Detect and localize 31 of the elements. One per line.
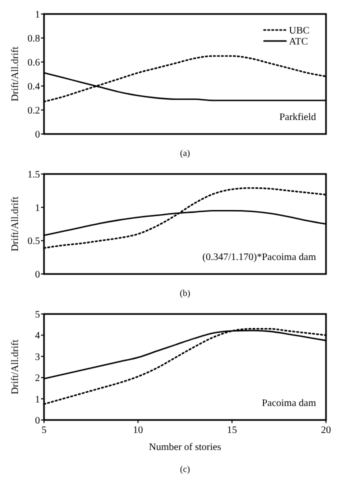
x-axis-title: Number of stories [148,442,222,453]
annotation: Parkfield [279,112,316,123]
y-tick-label: 0.2 [28,106,40,116]
y-tick-label: 4 [35,330,40,342]
y-tick-label: 0.6 [28,58,40,68]
y-tick-label: 2 [35,373,40,384]
y-axis-title: Drift/All.drift [10,46,21,102]
y-tick-label: 0 [35,416,40,426]
text: (a) [180,148,190,158]
y-axis-title: Drift/All.drift [10,196,21,252]
x-tick-label: 10 [133,425,143,436]
legend-label: ATC [289,36,308,48]
text: (b) [180,288,190,298]
x-tick-label: 15 [227,425,237,436]
y-tick-label: 1 [35,202,40,214]
annotation: Pacoima dam [262,398,316,409]
y-tick-label: 1.5 [28,170,40,180]
y-tick-label: 3 [35,352,40,363]
y-tick-label: 1 [35,10,40,20]
x-tick-label: 20 [321,425,331,436]
y-tick-label: 0 [35,130,40,140]
annotation: (0.347/1.170)*Pacoima dam [202,252,316,263]
y-tick-label: 1 [35,394,40,406]
y-tick-label: 0.5 [28,236,40,248]
y-axis-title: Drift/All.drift [10,339,21,394]
legend-label: UBC [289,26,310,36]
text: (c) [180,464,190,474]
y-tick-label: 0.4 [28,82,40,92]
y-tick-label: 5 [35,310,40,320]
y-tick-label: 0.8 [28,34,40,44]
y-tick-label: 0 [35,270,40,280]
